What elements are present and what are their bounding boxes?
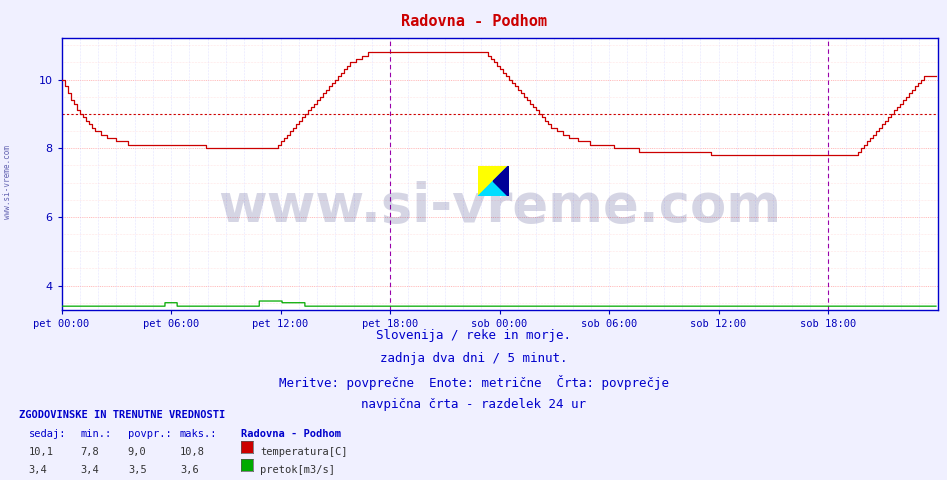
Polygon shape: [478, 166, 509, 196]
Text: Slovenija / reke in morje.: Slovenija / reke in morje.: [376, 329, 571, 342]
Text: 10,8: 10,8: [180, 447, 205, 457]
Text: www.si-vreme.com: www.si-vreme.com: [3, 145, 12, 219]
Text: temperatura[C]: temperatura[C]: [260, 447, 348, 457]
Text: ZGODOVINSKE IN TRENUTNE VREDNOSTI: ZGODOVINSKE IN TRENUTNE VREDNOSTI: [19, 410, 225, 420]
Text: 10,1: 10,1: [28, 447, 53, 457]
Text: Meritve: povprečne  Enote: metrične  Črta: povprečje: Meritve: povprečne Enote: metrične Črta:…: [278, 375, 669, 390]
Text: pretok[m3/s]: pretok[m3/s]: [260, 465, 335, 475]
Text: maks.:: maks.:: [180, 429, 218, 439]
Text: Radovna - Podhom: Radovna - Podhom: [241, 429, 342, 439]
Polygon shape: [493, 166, 509, 196]
Text: 7,8: 7,8: [80, 447, 99, 457]
Text: www.si-vreme.com: www.si-vreme.com: [218, 180, 781, 232]
Text: zadnja dva dni / 5 minut.: zadnja dva dni / 5 minut.: [380, 352, 567, 365]
Polygon shape: [478, 166, 509, 196]
Text: povpr.:: povpr.:: [128, 429, 171, 439]
Text: sedaj:: sedaj:: [28, 429, 66, 439]
Text: 3,6: 3,6: [180, 465, 199, 475]
Text: 3,4: 3,4: [28, 465, 47, 475]
Polygon shape: [493, 166, 509, 196]
Text: min.:: min.:: [80, 429, 112, 439]
Text: navpična črta - razdelek 24 ur: navpična črta - razdelek 24 ur: [361, 398, 586, 411]
Text: 3,4: 3,4: [80, 465, 99, 475]
Text: 9,0: 9,0: [128, 447, 147, 457]
Text: Radovna - Podhom: Radovna - Podhom: [401, 14, 546, 29]
Polygon shape: [478, 166, 509, 196]
Text: 3,5: 3,5: [128, 465, 147, 475]
